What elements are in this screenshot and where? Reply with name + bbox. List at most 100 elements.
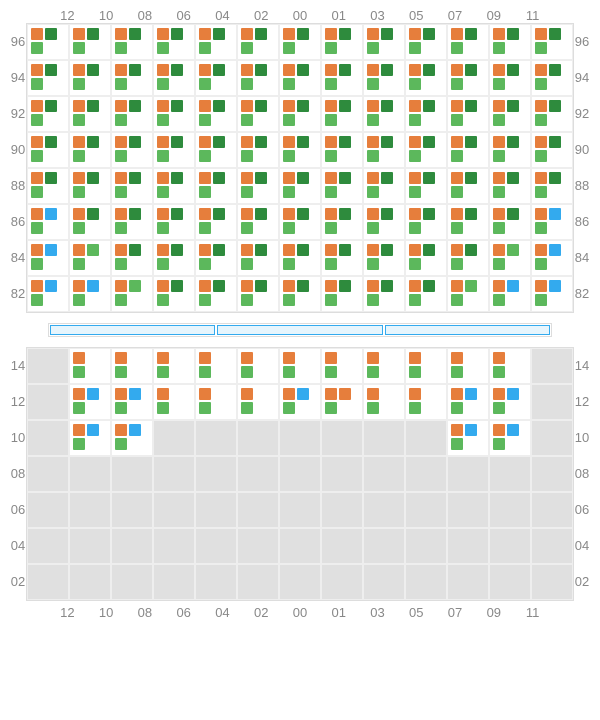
grid-cell[interactable] bbox=[531, 168, 573, 204]
grid-cell[interactable] bbox=[405, 276, 447, 312]
grid-cell[interactable] bbox=[531, 60, 573, 96]
grid-cell[interactable] bbox=[405, 384, 447, 420]
grid-cell[interactable] bbox=[321, 384, 363, 420]
grid-cell[interactable] bbox=[405, 168, 447, 204]
grid-cell[interactable] bbox=[279, 24, 321, 60]
grid-cell[interactable] bbox=[237, 60, 279, 96]
grid-cell[interactable] bbox=[111, 348, 153, 384]
grid-cell[interactable] bbox=[153, 240, 195, 276]
grid-cell[interactable] bbox=[195, 348, 237, 384]
grid-cell[interactable] bbox=[237, 240, 279, 276]
grid-cell[interactable] bbox=[405, 204, 447, 240]
grid-cell[interactable] bbox=[69, 348, 111, 384]
grid-cell[interactable] bbox=[321, 96, 363, 132]
grid-cell[interactable] bbox=[405, 348, 447, 384]
grid-cell[interactable] bbox=[153, 348, 195, 384]
grid-cell[interactable] bbox=[279, 96, 321, 132]
grid-cell[interactable] bbox=[237, 132, 279, 168]
grid-cell[interactable] bbox=[489, 384, 531, 420]
grid-cell[interactable] bbox=[195, 240, 237, 276]
grid-cell[interactable] bbox=[447, 420, 489, 456]
grid-cell[interactable] bbox=[531, 132, 573, 168]
grid-cell[interactable] bbox=[447, 24, 489, 60]
grid-cell[interactable] bbox=[447, 276, 489, 312]
grid-cell[interactable] bbox=[153, 168, 195, 204]
grid-cell[interactable] bbox=[237, 24, 279, 60]
grid-cell[interactable] bbox=[27, 96, 69, 132]
grid-cell[interactable] bbox=[111, 168, 153, 204]
grid-cell[interactable] bbox=[489, 96, 531, 132]
grid-cell[interactable] bbox=[111, 276, 153, 312]
grid-cell[interactable] bbox=[447, 132, 489, 168]
grid-cell[interactable] bbox=[363, 348, 405, 384]
grid-cell[interactable] bbox=[195, 132, 237, 168]
grid-cell[interactable] bbox=[321, 240, 363, 276]
grid-cell[interactable] bbox=[447, 204, 489, 240]
grid-cell[interactable] bbox=[447, 240, 489, 276]
grid-cell[interactable] bbox=[111, 204, 153, 240]
grid-cell[interactable] bbox=[195, 168, 237, 204]
grid-cell[interactable] bbox=[447, 348, 489, 384]
grid-cell[interactable] bbox=[279, 384, 321, 420]
grid-cell[interactable] bbox=[489, 240, 531, 276]
grid-cell[interactable] bbox=[27, 276, 69, 312]
grid-cell[interactable] bbox=[111, 60, 153, 96]
grid-cell[interactable] bbox=[111, 24, 153, 60]
grid-cell[interactable] bbox=[69, 276, 111, 312]
grid-cell[interactable] bbox=[447, 96, 489, 132]
grid-cell[interactable] bbox=[321, 204, 363, 240]
grid-cell[interactable] bbox=[153, 204, 195, 240]
grid-cell[interactable] bbox=[69, 168, 111, 204]
grid-cell[interactable] bbox=[531, 276, 573, 312]
grid-cell[interactable] bbox=[405, 132, 447, 168]
grid-cell[interactable] bbox=[279, 132, 321, 168]
grid-cell[interactable] bbox=[321, 60, 363, 96]
grid-cell[interactable] bbox=[405, 60, 447, 96]
grid-cell[interactable] bbox=[69, 204, 111, 240]
grid-cell[interactable] bbox=[69, 384, 111, 420]
grid-cell[interactable] bbox=[321, 276, 363, 312]
grid-cell[interactable] bbox=[405, 96, 447, 132]
grid-cell[interactable] bbox=[279, 240, 321, 276]
grid-cell[interactable] bbox=[279, 60, 321, 96]
grid-cell[interactable] bbox=[279, 168, 321, 204]
grid-cell[interactable] bbox=[279, 204, 321, 240]
grid-cell[interactable] bbox=[363, 24, 405, 60]
grid-cell[interactable] bbox=[405, 24, 447, 60]
grid-cell[interactable] bbox=[363, 276, 405, 312]
grid-cell[interactable] bbox=[153, 384, 195, 420]
grid-cell[interactable] bbox=[111, 240, 153, 276]
grid-cell[interactable] bbox=[363, 240, 405, 276]
grid-cell[interactable] bbox=[321, 24, 363, 60]
grid-cell[interactable] bbox=[531, 204, 573, 240]
grid-cell[interactable] bbox=[447, 384, 489, 420]
grid-cell[interactable] bbox=[69, 96, 111, 132]
grid-cell[interactable] bbox=[489, 276, 531, 312]
grid-cell[interactable] bbox=[195, 204, 237, 240]
grid-cell[interactable] bbox=[27, 204, 69, 240]
grid-cell[interactable] bbox=[195, 96, 237, 132]
grid-cell[interactable] bbox=[321, 132, 363, 168]
grid-cell[interactable] bbox=[153, 60, 195, 96]
grid-cell[interactable] bbox=[363, 132, 405, 168]
grid-cell[interactable] bbox=[195, 276, 237, 312]
grid-cell[interactable] bbox=[27, 168, 69, 204]
grid-cell[interactable] bbox=[69, 132, 111, 168]
grid-cell[interactable] bbox=[321, 348, 363, 384]
grid-cell[interactable] bbox=[111, 420, 153, 456]
grid-cell[interactable] bbox=[489, 24, 531, 60]
grid-cell[interactable] bbox=[27, 132, 69, 168]
grid-cell[interactable] bbox=[489, 348, 531, 384]
grid-cell[interactable] bbox=[489, 420, 531, 456]
grid-cell[interactable] bbox=[237, 348, 279, 384]
grid-cell[interactable] bbox=[195, 24, 237, 60]
grid-cell[interactable] bbox=[531, 96, 573, 132]
grid-cell[interactable] bbox=[69, 420, 111, 456]
grid-cell[interactable] bbox=[279, 276, 321, 312]
grid-cell[interactable] bbox=[195, 384, 237, 420]
grid-cell[interactable] bbox=[27, 240, 69, 276]
grid-cell[interactable] bbox=[153, 96, 195, 132]
grid-cell[interactable] bbox=[69, 24, 111, 60]
grid-cell[interactable] bbox=[237, 96, 279, 132]
grid-cell[interactable] bbox=[279, 348, 321, 384]
